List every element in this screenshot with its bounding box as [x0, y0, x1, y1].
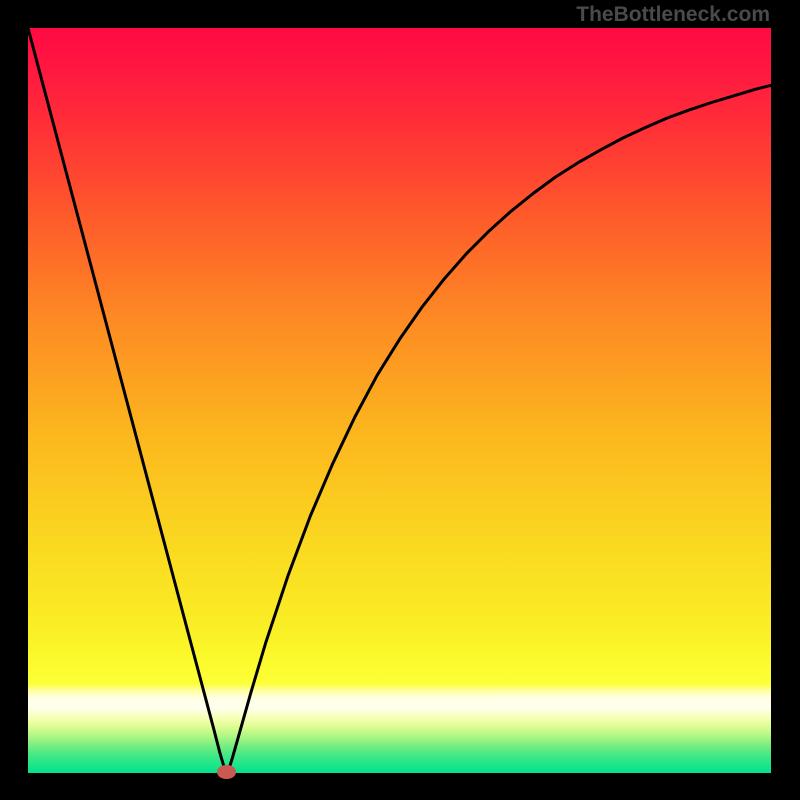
minimum-marker: [217, 765, 236, 779]
plot-area: [28, 28, 771, 773]
bottleneck-curve-svg: [28, 28, 771, 773]
watermark-text: TheBottleneck.com: [576, 3, 770, 27]
bottleneck-curve: [28, 28, 771, 771]
chart-frame: TheBottleneck.com: [0, 0, 800, 800]
